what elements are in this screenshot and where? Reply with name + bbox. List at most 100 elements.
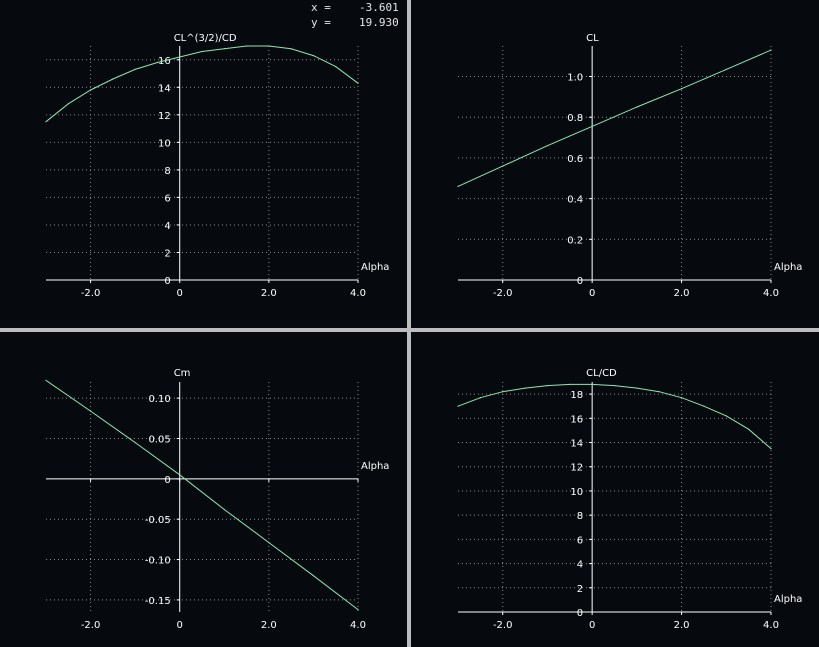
y-tick-label: 0	[164, 276, 170, 287]
y-tick-label: 0	[577, 276, 583, 287]
y-tick-label: 14	[158, 83, 171, 94]
x-axis-title: Alpha	[774, 594, 802, 605]
data-point	[457, 185, 459, 187]
data-point	[703, 405, 705, 407]
x-axis-title: Alpha	[361, 461, 389, 472]
x-tick-label: 0	[589, 288, 595, 299]
data-point	[223, 508, 225, 511]
data-point	[636, 387, 638, 389]
data-point	[502, 391, 504, 393]
data-point	[312, 55, 315, 57]
data-point	[201, 50, 203, 53]
y-tick-label: 12	[570, 463, 583, 474]
data-point	[357, 608, 359, 611]
chart-cm[interactable]: -0.15 -0.10 -0.05 0 0.05 0.10 -2.0 0 2.0 4.0 Cm Alp…	[45, 368, 389, 631]
data-point	[290, 48, 292, 50]
y-tick-label: 6	[164, 193, 170, 204]
data-point	[89, 410, 92, 412]
data-point	[179, 474, 181, 476]
x-tick-label: 2.0	[261, 620, 277, 631]
series-line	[45, 379, 359, 610]
y-tick-label: -0.05	[145, 515, 171, 526]
data-point	[45, 121, 47, 123]
vertical-divider[interactable]	[407, 0, 411, 647]
x-tick-label: 0	[589, 620, 595, 631]
x-tick-label: 2.0	[674, 288, 690, 299]
series-line	[457, 49, 772, 187]
y-axis-title: Cm	[174, 368, 191, 379]
data-point	[613, 385, 616, 387]
x-axis-title: Alpha	[361, 262, 389, 273]
y-axis-title: CL	[586, 33, 599, 44]
y-tick-label: 1.0	[567, 73, 583, 84]
data-point	[357, 82, 359, 84]
y-tick-label: 0	[164, 475, 170, 486]
x-tick-label: 0	[177, 620, 183, 631]
chart-clcd[interactable]: 0 2 4 6 8 10 12 14 16 18 -2.0 0 2.0 4.0 CL/CD Alpha	[457, 368, 802, 631]
y-tick-label: 0.8	[567, 113, 583, 124]
x-tick-label: 4.0	[763, 620, 779, 631]
x-tick-label: -2.0	[81, 288, 101, 299]
data-point	[591, 125, 593, 127]
x-tick-label: -2.0	[81, 620, 101, 631]
y-tick-label: -0.10	[145, 556, 171, 567]
y-tick-label: 0.4	[567, 195, 583, 206]
data-point	[45, 379, 47, 381]
x-tick-label: 2.0	[674, 620, 690, 631]
y-axis-title: CL^(3/2)/CD	[174, 33, 237, 44]
y-tick-label: 0.05	[148, 434, 170, 445]
y-tick-label: 0.2	[567, 235, 583, 246]
data-point	[569, 383, 571, 386]
x-tick-label: 0	[177, 288, 183, 299]
y-tick-label: 4	[577, 560, 583, 571]
data-point	[658, 391, 660, 393]
data-point	[770, 49, 772, 51]
y-tick-label: 0.10	[148, 394, 170, 405]
data-point	[156, 61, 159, 64]
y-tick-label: 8	[577, 511, 583, 522]
data-point	[546, 145, 549, 147]
data-point	[134, 68, 136, 70]
x-tick-label: 4.0	[763, 288, 779, 299]
y-tick-label: 10	[570, 487, 583, 498]
y-axis-title: CL/CD	[586, 368, 617, 379]
data-point	[546, 385, 549, 387]
data-point	[312, 575, 315, 577]
data-point	[457, 405, 459, 407]
data-point	[245, 45, 248, 47]
data-point	[725, 415, 727, 417]
x-tick-label: -2.0	[493, 288, 513, 299]
y-tick-label: -0.15	[145, 596, 171, 607]
x-tick-label: -2.0	[493, 620, 513, 631]
data-point	[67, 103, 69, 105]
chart-cl[interactable]: 0 0.2 0.4 0.6 0.8 1.0 -2.0 0 2.0 4.0 CL Alpha	[457, 33, 802, 299]
data-point	[680, 88, 683, 90]
y-tick-label: 18	[570, 390, 583, 401]
y-tick-label: 0.6	[567, 154, 583, 165]
data-point	[748, 428, 750, 430]
data-point	[680, 397, 683, 399]
y-tick-label: 16	[570, 414, 583, 425]
y-tick-label: 8	[164, 166, 170, 177]
data-point	[268, 45, 270, 47]
y-tick-label: 2	[577, 584, 583, 595]
data-point	[502, 165, 504, 167]
y-tick-label: 6	[577, 535, 583, 546]
data-point	[335, 66, 337, 68]
data-point	[770, 447, 772, 450]
x-tick-label: 2.0	[261, 288, 277, 299]
data-point	[636, 106, 638, 108]
data-point	[725, 68, 727, 70]
y-tick-label: 10	[158, 138, 171, 149]
x-tick-label: 4.0	[350, 620, 366, 631]
data-point	[479, 397, 481, 399]
data-point	[223, 48, 225, 50]
y-tick-label: 12	[158, 111, 171, 122]
data-point	[134, 441, 136, 444]
data-point	[524, 387, 526, 389]
data-point	[112, 78, 114, 80]
data-point	[89, 89, 92, 91]
y-tick-label: 14	[570, 439, 583, 450]
